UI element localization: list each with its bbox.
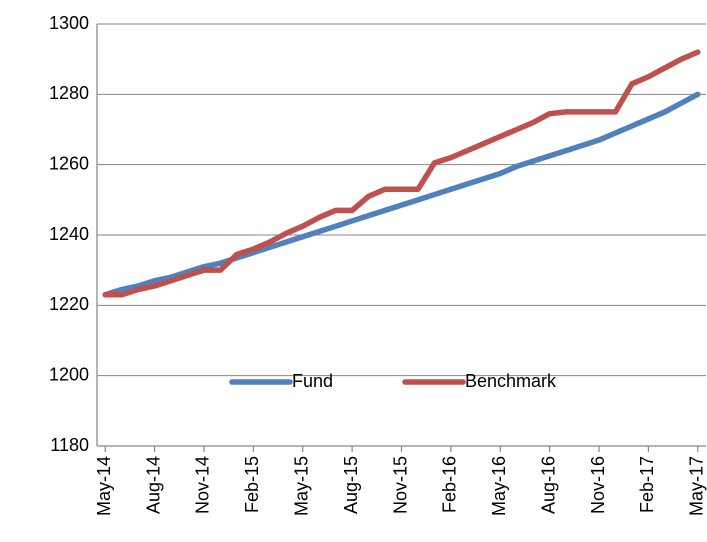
- x-tick-label: Nov-15: [390, 456, 410, 514]
- y-tick-label: 1180: [50, 435, 89, 455]
- series-line: [102, 49, 701, 298]
- y-tick-label: 1280: [49, 83, 89, 103]
- x-tick-label: Feb-16: [440, 456, 460, 513]
- x-tick-label: Nov-16: [588, 456, 608, 514]
- y-tick-label: 1220: [49, 294, 89, 314]
- x-tick-label: May-14: [94, 456, 114, 516]
- legend-label: Benchmark: [465, 371, 557, 391]
- y-tick-label: 1300: [49, 13, 89, 33]
- x-tick-label: Feb-15: [242, 456, 262, 513]
- x-tick-label: May-17: [687, 456, 707, 516]
- x-tick-label: May-16: [489, 456, 509, 516]
- x-tick-label: Aug-14: [143, 456, 163, 514]
- y-tick-label: 1260: [49, 153, 89, 173]
- x-tick-label: Feb-17: [637, 456, 657, 513]
- y-tick-label: 1240: [49, 224, 89, 244]
- x-tick-label: Aug-15: [341, 456, 361, 514]
- x-tick-label: May-15: [291, 456, 311, 516]
- series-line: [102, 91, 701, 298]
- legend-label: Fund: [292, 371, 333, 391]
- x-tick-label: Aug-16: [538, 456, 558, 514]
- x-tick-label: Nov-14: [193, 456, 213, 514]
- y-tick-label: 1200: [49, 364, 89, 384]
